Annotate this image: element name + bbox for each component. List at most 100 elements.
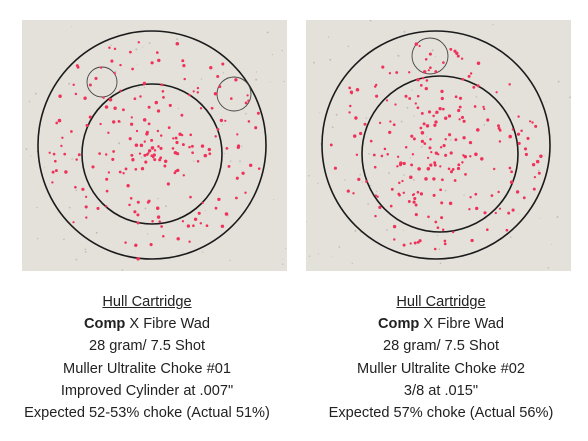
board-speck [36,206,38,209]
pellet-hit [508,83,511,86]
pellet-hit [186,224,191,228]
pellet-hit [136,200,140,204]
pellet-hit [359,131,363,136]
inner-ring [361,75,519,233]
board-speck [266,31,269,34]
pellet-hit [449,47,453,51]
pellet-hit [217,197,221,202]
pattern-board-svg [22,20,287,271]
board-speck [434,56,436,58]
pellet-hit [72,221,75,224]
pellet-hit [54,169,58,173]
pellet-hit [497,124,500,128]
board-speck [317,253,319,255]
pellet-hit [224,119,227,122]
board-speck [492,24,494,26]
pellet-hit [147,122,151,126]
pattern-board-photo [306,20,571,271]
pellet-hit [441,178,444,182]
pellet-hit [455,51,459,55]
pellet-hit [440,96,444,101]
board-speck [70,26,72,28]
pellet-hit [192,90,195,93]
pellet-hit [209,66,213,70]
pellet-hit [162,96,165,99]
caption-result: Expected 57% choke (Actual 56%) [328,405,554,422]
pellet-hit [444,116,448,120]
pellet-hit [462,119,466,123]
pellet-hit [460,115,465,119]
pellet-hit [218,85,222,89]
pellet-hit [529,120,532,123]
pellet-hit [439,146,443,149]
pellet-hit [159,134,163,137]
pellet-hit [421,76,425,80]
pattern-board-photo [22,20,287,271]
caption-wad-text: X Fibre Wad [125,316,210,333]
board-speck [308,255,311,257]
pellet-hit [74,185,77,189]
pellet-hit [171,147,175,150]
board-speck [30,155,32,157]
board-speck [475,96,478,98]
board-speck [202,95,204,97]
pellet-hit [158,158,162,162]
pellet-hit [372,153,376,157]
pellet-hit [485,228,489,232]
outer-ring [321,30,551,260]
board-speck [436,235,439,237]
pellet-hit [436,153,440,156]
pellet-hit [157,58,161,63]
pellet-hit [124,241,127,244]
pellet-hit [451,230,455,234]
board-speck [181,251,184,254]
board-speck [255,78,258,81]
pellet-hit [241,171,245,175]
board-speck [281,49,283,52]
board-speck [386,229,388,231]
caption-brand: Comp [378,316,420,333]
pellet-hit [498,129,502,132]
pellet-hit [524,152,528,157]
pellet-hit [414,213,418,217]
pellet-hit [354,116,358,120]
pellet-hit [422,122,426,126]
pellet-hit [495,91,498,94]
pellet-hit [444,138,447,141]
pellet-hit [434,70,438,74]
pellet-hit [378,205,382,209]
pellet-hit [423,70,427,74]
pellet-hit [374,83,378,87]
pellet-hit [426,156,430,160]
pellet-hit [94,76,98,80]
board-speck [223,153,225,155]
pellet-hit [414,42,419,46]
pellet-hit [483,211,487,215]
pellet-hit [155,51,159,54]
pellet-hit [176,152,180,156]
pellet-hit [104,105,109,109]
board-background [306,20,571,271]
pellet-hit [457,163,461,167]
board-speck [504,102,506,104]
pellet-hit [388,72,392,75]
pellet-hit [511,128,514,131]
pellet-hit [434,220,438,224]
pellet-hit [134,143,139,147]
board-speck [84,251,87,253]
board-speck [193,160,195,162]
pellet-hit [216,75,220,78]
board-speck [308,174,310,177]
pellet-hit [108,46,111,49]
pellet-hit [121,108,125,112]
board-speck [463,194,465,196]
board-speck [68,206,71,209]
pellet-hits [329,42,543,251]
pellet-hit [199,222,203,225]
board-speck [63,238,65,241]
pellet-hit [98,152,101,155]
caption-wad: Comp X Fibre Wad [294,313,588,335]
pellet-hit [433,163,437,167]
board-speck [68,82,71,85]
board-speck [509,236,512,238]
